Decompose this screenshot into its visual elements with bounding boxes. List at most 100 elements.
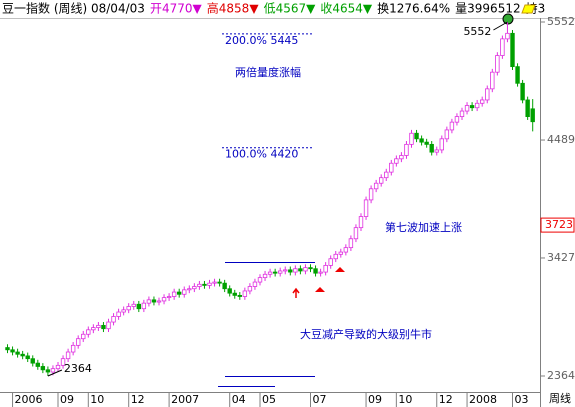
signal-triangle — [335, 267, 345, 272]
level-label: 100.0% 4420 — [225, 148, 298, 161]
candle-body — [81, 333, 86, 340]
header-item: 换1276.64% — [377, 2, 450, 16]
period-label: 周线 — [549, 391, 571, 405]
candle-body — [111, 316, 116, 323]
candle-body — [106, 321, 111, 330]
x-tick-label: 04 — [232, 393, 246, 406]
candle-body — [197, 283, 202, 287]
candle-body — [444, 129, 450, 140]
candle-body — [60, 358, 66, 366]
candle-body — [308, 267, 313, 270]
x-tick-label: 05 — [262, 393, 276, 406]
candle-body — [293, 268, 298, 273]
candle-body — [222, 282, 227, 290]
annotation: 大豆减产导致的大级别牛市 — [300, 327, 432, 341]
candle-body — [232, 292, 237, 296]
candle-body — [50, 368, 56, 373]
candle-body — [283, 269, 288, 272]
signal-triangle — [315, 287, 325, 292]
high-label: 5552 — [463, 25, 491, 38]
candle-body — [490, 71, 495, 90]
candle-body — [91, 327, 96, 331]
candle-body — [338, 251, 343, 255]
candle-body — [404, 143, 409, 156]
high-pointer — [493, 21, 508, 31]
candle-body — [394, 158, 399, 164]
x-tick-label: 09 — [368, 393, 382, 406]
candle-body — [510, 32, 515, 68]
candle-body — [30, 358, 35, 364]
candle-body — [25, 355, 30, 360]
candle-body — [237, 294, 242, 297]
candle-body — [126, 306, 131, 311]
header-item: 开4770▼ — [150, 2, 203, 16]
header-title: 豆一指数 (周线) 08/04/03 — [2, 1, 145, 16]
candle-body — [328, 258, 333, 266]
candle-body — [252, 281, 258, 287]
y-tick-label: 4489 — [547, 133, 575, 146]
candle-body — [454, 116, 460, 123]
candle-body — [419, 138, 424, 143]
x-tick-label: 12 — [131, 393, 145, 406]
candle-body — [212, 281, 217, 284]
x-tick-label: 12 — [439, 393, 453, 406]
candle-body — [333, 253, 338, 260]
candle-body — [166, 296, 172, 299]
candle-body — [520, 82, 525, 101]
candle-body — [161, 297, 167, 302]
candle-body — [65, 351, 71, 360]
candle-body — [348, 238, 354, 249]
x-tick-label: 07 — [313, 393, 327, 406]
candle-body — [35, 362, 40, 367]
candle-body — [76, 338, 81, 346]
annotation: 第七波加速上涨 — [385, 220, 462, 234]
candle-body — [146, 299, 152, 304]
annotation: 两倍量度涨幅 — [235, 65, 301, 79]
candle-body — [303, 267, 308, 272]
header-item: 收4654▼ — [320, 2, 373, 16]
candle-body — [121, 309, 126, 313]
candle-body — [378, 177, 384, 184]
candle-body — [373, 182, 379, 190]
candle-body — [227, 288, 232, 294]
candle-body — [474, 102, 480, 109]
candle-body — [101, 324, 106, 330]
candle-body — [5, 347, 10, 351]
candle-body — [55, 364, 61, 370]
candle-body — [399, 155, 404, 160]
candle-body — [495, 55, 500, 73]
candle-body — [40, 366, 46, 371]
x-tick-label: 10 — [90, 393, 104, 406]
candle-body — [20, 353, 25, 357]
candle-body — [288, 269, 293, 273]
candle-body — [176, 291, 182, 295]
candle-body — [409, 132, 414, 145]
candle-body — [182, 289, 187, 295]
candle-body — [434, 149, 439, 153]
candle-body — [298, 268, 303, 272]
candle-body — [318, 271, 323, 274]
candle-body — [247, 286, 253, 292]
candle-body — [242, 290, 248, 297]
candle-body — [313, 268, 318, 274]
y-tick-label: 3427 — [547, 251, 575, 264]
candle-body — [202, 283, 207, 286]
candle-body — [70, 344, 76, 353]
candle-body — [45, 369, 51, 373]
candle-body — [449, 121, 455, 131]
header-items: 开4770▼ 高4858▼ 低4567▼ 收4654▼ 换1276.64% 量399651… — [150, 1, 545, 16]
candle-body — [525, 99, 530, 118]
candle-body — [469, 105, 475, 109]
candle-body — [439, 138, 444, 151]
candle-body — [151, 299, 157, 303]
candle-body — [358, 216, 364, 229]
candle-body — [272, 271, 278, 274]
y-tick-label: 2364 — [547, 369, 575, 382]
tool-icon — [521, 4, 536, 14]
header-item: 高4858▼ — [207, 1, 260, 16]
candle-body — [277, 270, 283, 274]
candle-body — [207, 282, 212, 286]
candle-body — [136, 303, 141, 310]
signal-arrow — [292, 287, 300, 298]
